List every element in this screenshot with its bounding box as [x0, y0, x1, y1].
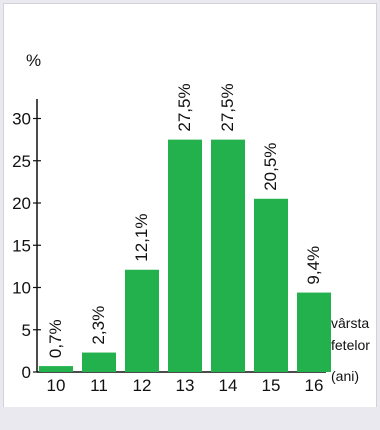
x-axis-label-line: (ani): [331, 368, 359, 384]
x-tick-label: 12: [133, 376, 152, 395]
data-label: 12,1%: [132, 214, 151, 262]
bar: [297, 292, 331, 372]
y-ticks: 0 5 10 15 20 25 30: [12, 110, 41, 382]
x-tick-label: 16: [305, 376, 324, 395]
data-label: 27,5%: [218, 83, 237, 131]
data-labels: 0,7% 2,3% 12,1% 27,5% 27,5% 20,5% 9,4%: [46, 83, 323, 358]
x-tick-label: 14: [219, 376, 238, 395]
chart-panel: % 0 5 10 15 20 25 30 0,7% 2,3% 12,1% 27,5% 27,5% 20…: [3, 3, 377, 407]
data-label: 0,7%: [46, 319, 65, 358]
bar: [39, 366, 73, 372]
y-axis-label: %: [26, 51, 41, 70]
y-tick-label: 10: [12, 279, 31, 298]
x-tick-label: 13: [176, 376, 195, 395]
x-axis-label-line: vârsta: [331, 315, 369, 331]
bar: [254, 198, 288, 372]
y-tick-label: 0: [22, 363, 31, 382]
y-tick-label: 25: [12, 152, 31, 171]
data-label: 27,5%: [175, 83, 194, 131]
data-label: 9,4%: [304, 246, 323, 285]
bars: [39, 139, 331, 372]
x-tick-labels: 10 11 12 13 14 15 16: [47, 376, 324, 395]
x-axis-label: vârsta fetelor (ani): [331, 315, 370, 384]
bar: [211, 139, 245, 372]
x-axis-label-line: fetelor: [331, 337, 370, 353]
bar: [125, 269, 159, 372]
bar: [82, 352, 116, 372]
y-tick-label: 5: [22, 321, 31, 340]
data-label: 2,3%: [89, 306, 108, 345]
x-tick-label: 11: [90, 376, 108, 395]
y-tick-label: 20: [12, 194, 31, 213]
x-tick-label: 15: [262, 376, 281, 395]
bar-chart: % 0 5 10 15 20 25 30 0,7% 2,3% 12,1% 27,5% 27,5% 20…: [12, 51, 370, 395]
y-tick-label: 15: [12, 236, 31, 255]
bar: [168, 139, 202, 372]
data-label: 20,5%: [261, 143, 280, 191]
x-tick-label: 10: [47, 376, 66, 395]
y-tick-label: 30: [12, 110, 31, 129]
